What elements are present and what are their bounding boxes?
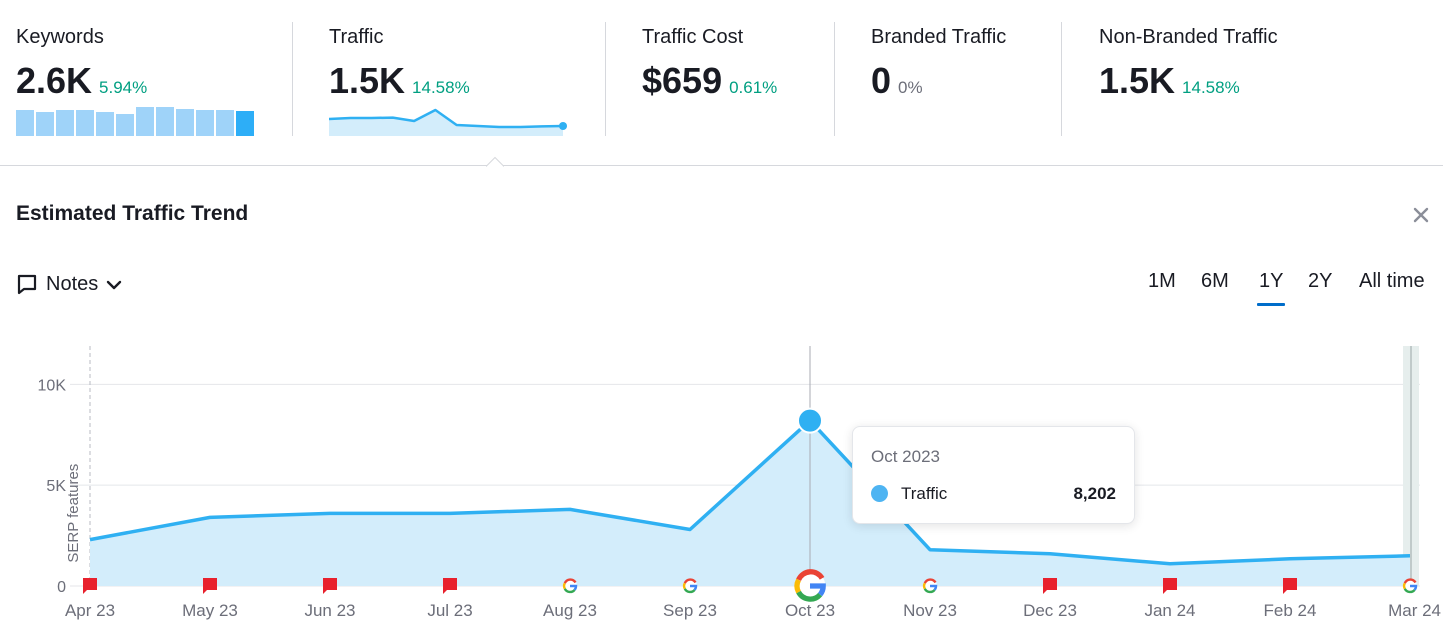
keywords-bar [36,112,54,136]
keywords-bar [236,111,254,136]
keywords-bar [156,107,174,136]
metric-traffic[interactable]: Traffic 1.5K 14.58% [329,22,589,136]
x-tick-label: Oct 23 [785,601,835,620]
traffic-line [89,418,1411,566]
metric-label: Traffic [329,26,384,48]
keywords-bar [196,110,214,136]
traffic-trend-chart[interactable]: 0 5K 10K SERP features Apr 23 May 23 Jun 23 Jul… [0,330,1443,630]
note-flag-icon[interactable] [1283,578,1297,594]
traffic-sparkline-line [329,108,564,129]
google-update-icon[interactable] [1402,578,1418,594]
period-all-time[interactable]: All time [1359,270,1425,292]
x-tick-label: Jul 23 [427,601,472,620]
traffic-line-sparkline [329,108,567,136]
metric-branded-traffic[interactable]: Branded Traffic 0 0% [871,22,1051,136]
note-flag-icon[interactable] [83,578,97,594]
period-2y[interactable]: 2Y [1308,270,1333,292]
metric-delta: 14.58% [412,78,470,97]
divider [1061,22,1062,136]
traffic-sparkline-area [329,110,563,136]
section-title: Estimated Traffic Trend [16,202,249,225]
metric-label: Traffic Cost [642,26,744,48]
metric-traffic-cost[interactable]: Traffic Cost $659 0.61% [642,22,822,136]
serp-features-label: SERP features [65,464,82,563]
keywords-bar [16,110,34,136]
keywords-bar [216,110,234,136]
divider [292,22,293,136]
traffic-sparkline-endpoint [559,122,567,130]
note-flag-icon[interactable] [1043,578,1057,594]
note-flag-icon[interactable] [443,578,457,594]
metric-label: Branded Traffic [871,26,1007,48]
metric-value: 2.6K [16,60,93,101]
note-flag-icon[interactable] [323,578,337,594]
note-flag-icon[interactable] [203,578,217,594]
metric-delta: 0.61% [729,78,778,97]
x-tick-label: Apr 23 [65,601,115,620]
keywords-bar-sparkline [16,107,254,136]
metrics-bar: Keywords 2.6K 5.94% Traffic 1.5K 14.58% … [0,0,1443,166]
keywords-bar [56,110,74,136]
period-6m[interactable]: 6M [1201,270,1229,292]
keywords-bar [96,112,114,136]
tooltip-series-marker [871,485,888,502]
notes-dropdown[interactable]: Notes [16,270,122,298]
y-tick-label: 5K [46,478,66,495]
metric-non-branded-traffic[interactable]: Non-Branded Traffic 1.5K 14.58% [1099,22,1339,136]
keywords-bar [116,114,134,136]
close-icon[interactable] [1410,204,1432,226]
google-update-icon[interactable] [562,578,578,594]
google-update-icon[interactable] [682,578,698,594]
metric-value: 1.5K [1099,60,1176,101]
x-tick-label: Mar 24 [1388,601,1441,620]
google-update-icon[interactable] [794,569,826,602]
keywords-bar [76,110,94,136]
divider [605,22,606,136]
tooltip-date: Oct 2023 [871,447,940,466]
notes-label: Notes [46,272,99,295]
selected-metric-caret [486,156,504,167]
x-tick-label: May 23 [182,601,238,620]
chevron-down-icon [107,280,122,290]
x-tick-label: Sep 23 [663,601,717,620]
google-update-icon[interactable] [922,578,938,594]
metric-keywords[interactable]: Keywords 2.6K 5.94% [16,22,276,136]
comment-icon [17,274,37,295]
metric-value: 0 [871,60,892,101]
traffic-area [90,420,1410,586]
x-tick-label: Nov 23 [903,601,957,620]
metric-label: Non-Branded Traffic [1099,26,1278,48]
divider [834,22,835,136]
keywords-bar [176,109,194,136]
chart-tooltip: Oct 2023 Traffic 8,202 [852,426,1135,524]
metric-label: Keywords [16,26,104,48]
x-tick-label: Dec 23 [1023,601,1077,620]
period-1m[interactable]: 1M [1148,270,1176,292]
x-tick-label: Feb 24 [1264,601,1317,620]
y-tick-label: 10K [38,377,67,394]
metric-delta: 0% [898,78,923,97]
highlighted-data-point[interactable] [797,407,823,434]
metric-value: $659 [642,60,723,101]
metric-delta: 14.58% [1182,78,1240,97]
keywords-bar [136,107,154,136]
period-1y[interactable]: 1Y [1256,270,1286,306]
x-tick-label: Jun 23 [304,601,355,620]
note-flag-icon[interactable] [1163,578,1177,594]
metric-value: 1.5K [329,60,406,101]
y-tick-label: 0 [57,579,66,596]
x-tick-label: Jan 24 [1144,601,1195,620]
metric-delta: 5.94% [99,78,148,97]
x-tick-label: Aug 23 [543,601,597,620]
tooltip-value: 8,202 [1073,484,1116,503]
tooltip-series-name: Traffic [901,484,948,503]
